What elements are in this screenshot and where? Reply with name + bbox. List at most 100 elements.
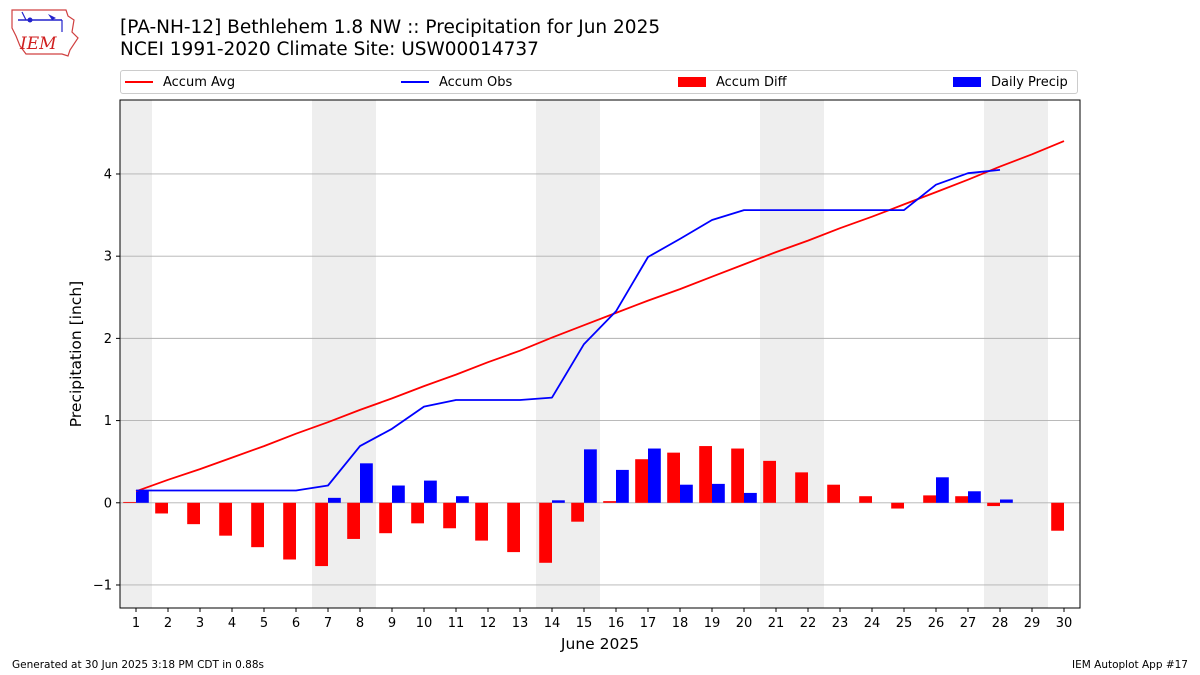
weekend-shade-3: [760, 100, 824, 608]
legend-item-accum-diff: Accum Diff: [678, 74, 787, 92]
y-axis-label: Precipitation [inch]: [67, 281, 85, 427]
accum-diff-bar-day-3: [187, 502, 200, 525]
daily-precip-bar-day-28: [1000, 499, 1013, 503]
accum-diff-bar-day-12: [475, 502, 488, 541]
x-tick-label-8: 8: [356, 616, 364, 631]
daily-precip-bar-day-8: [360, 463, 373, 503]
x-tick-label-17: 17: [640, 616, 657, 631]
accum-avg-line: [135, 140, 1065, 493]
daily-precip-bar-day-7: [328, 497, 341, 503]
x-tick-label-22: 22: [800, 616, 817, 631]
accum-diff-bar-day-19: [699, 446, 712, 503]
daily-precip-bar-day-11: [456, 496, 469, 503]
accum-diff-bar-day-2: [155, 502, 168, 514]
legend-swatch-accum-avg: [125, 80, 153, 83]
x-tick-label-2: 2: [164, 616, 172, 631]
accum-diff-bar-day-13: [507, 502, 520, 553]
x-tick-label-7: 7: [324, 616, 332, 631]
legend-label-accum-obs: Accum Obs: [439, 75, 513, 90]
app-credit: IEM Autoplot App #17: [1072, 659, 1188, 671]
daily-precip-bar-day-14: [552, 500, 565, 503]
legend-item-daily-precip: Daily Precip: [953, 74, 1068, 92]
x-tick-label-30: 30: [1056, 616, 1073, 631]
legend-swatch-daily-precip: [953, 76, 981, 87]
accum-diff-bar-day-18: [667, 452, 680, 503]
legend-item-accum-avg: Accum Avg: [125, 74, 235, 92]
accum-diff-bar-day-7: [315, 502, 328, 567]
accum-diff-bar-day-1: [123, 501, 136, 503]
accum-diff-bar-day-26: [923, 495, 936, 503]
weekend-shade-0: [120, 100, 152, 608]
legend-label-daily-precip: Daily Precip: [991, 75, 1068, 90]
legend-label-accum-avg: Accum Avg: [163, 75, 236, 90]
daily-precip-bar-day-1: [136, 490, 149, 503]
x-tick-label-12: 12: [480, 616, 497, 631]
accum-diff-bar-day-6: [283, 502, 296, 560]
x-tick-label-9: 9: [388, 616, 396, 631]
x-tick-label-25: 25: [896, 616, 913, 631]
daily-precip-bar-day-20: [744, 492, 757, 503]
x-tick-label-28: 28: [992, 616, 1009, 631]
legend-swatch-accum-diff: [678, 76, 706, 87]
accum-diff-bar-day-11: [443, 502, 456, 529]
plot-frame: [119, 99, 1081, 609]
x-tick-label-5: 5: [260, 616, 268, 631]
x-tick-label-13: 13: [512, 616, 529, 631]
x-tick-label-29: 29: [1024, 616, 1041, 631]
y-tick-label-3: 3: [104, 250, 112, 265]
x-tick-label-24: 24: [864, 616, 881, 631]
x-tick-label-23: 23: [832, 616, 849, 631]
daily-precip-bar-day-9: [392, 485, 405, 503]
x-tick-label-15: 15: [576, 616, 593, 631]
weekend-shade-2: [536, 100, 600, 608]
y-tick-label--1: −1: [93, 578, 112, 593]
weekend-shade-1: [312, 100, 376, 608]
accum-diff-bar-day-16: [603, 501, 616, 503]
daily-precip-bar-day-26: [936, 477, 949, 503]
accum-diff-bar-day-8: [347, 502, 360, 539]
accum-diff-bar-day-22: [795, 472, 808, 503]
y-tick-label-1: 1: [104, 414, 112, 429]
accum-obs-line: [136, 169, 1001, 492]
x-tick-label-14: 14: [544, 616, 561, 631]
x-tick-label-27: 27: [960, 616, 977, 631]
daily-precip-bar-day-16: [616, 469, 629, 503]
accum-diff-bar-day-30: [1051, 502, 1064, 531]
iem-logo: IEM: [11, 9, 79, 57]
accum-diff-bar-day-4: [219, 502, 232, 536]
x-tick-label-11: 11: [448, 616, 465, 631]
daily-precip-bar-day-27: [968, 491, 981, 503]
x-tick-label-6: 6: [292, 616, 300, 631]
accum-diff-bar-day-17: [635, 459, 648, 503]
weekend-shade-4: [984, 100, 1048, 608]
y-tick-label-2: 2: [104, 332, 112, 347]
accum-diff-bar-day-24: [859, 496, 872, 503]
daily-precip-bar-day-19: [712, 483, 725, 503]
generated-note: Generated at 30 Jun 2025 3:18 PM CDT in …: [12, 659, 265, 671]
accum-diff-bar-day-10: [411, 502, 424, 524]
x-tick-label-16: 16: [608, 616, 625, 631]
accum-diff-bar-day-28: [987, 502, 1000, 507]
accum-diff-bar-day-21: [763, 460, 776, 503]
accum-diff-bar-day-14: [539, 502, 552, 563]
daily-precip-bar-day-17: [648, 448, 661, 503]
x-tick-label-18: 18: [672, 616, 689, 631]
x-tick-label-1: 1: [132, 616, 140, 631]
x-tick-label-4: 4: [228, 616, 236, 631]
daily-precip-bar-day-10: [424, 480, 437, 503]
chart-title: [PA-NH-12] Bethlehem 1.8 NW :: Precipita…: [120, 17, 661, 38]
accum-diff-bar-day-25: [891, 502, 904, 509]
accum-diff-bar-day-27: [955, 496, 968, 503]
x-tick-label-3: 3: [196, 616, 204, 631]
chart-legend: Accum Avg Accum Obs Accum Diff Daily Pre…: [120, 70, 1078, 94]
accum-diff-bar-day-15: [571, 502, 584, 522]
daily-precip-bar-day-18: [680, 484, 693, 503]
x-tick-label-26: 26: [928, 616, 945, 631]
x-tick-label-19: 19: [704, 616, 721, 631]
accum-diff-bar-day-9: [379, 502, 392, 534]
y-tick-label-4: 4: [104, 167, 112, 182]
daily-precip-bar-day-15: [584, 449, 597, 503]
accum-diff-bar-day-20: [731, 448, 744, 503]
y-tick-label-0: 0: [104, 496, 112, 511]
